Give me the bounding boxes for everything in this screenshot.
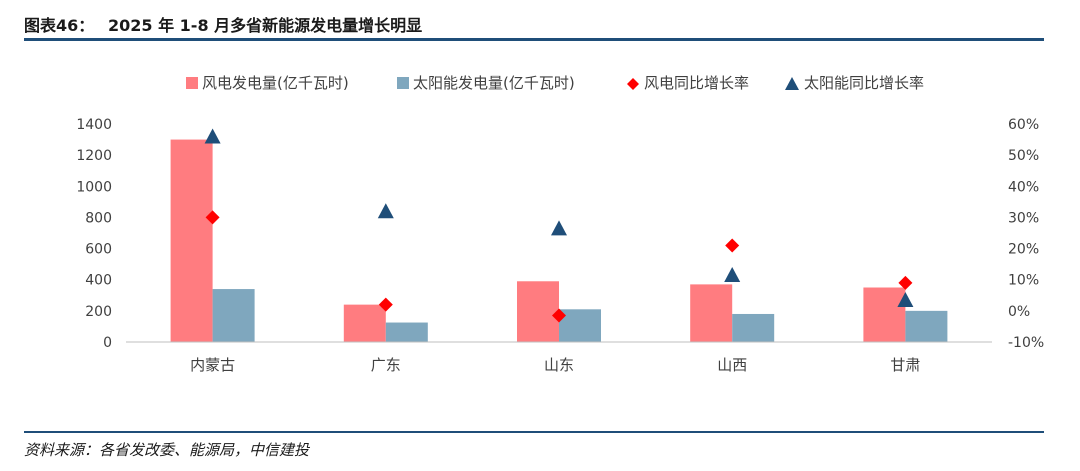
solar-generation-bar — [732, 313, 775, 342]
right-tick-label: -10% — [1008, 335, 1044, 351]
solar-generation-bar — [385, 322, 428, 342]
legend-wind-growth-marker — [627, 78, 639, 90]
left-tick-label: 1000 — [76, 179, 112, 195]
bars — [170, 139, 948, 342]
source-note: 资料来源：各省发改委、能源局，中信建投 — [24, 441, 310, 459]
legend-wind-growth-label: 风电同比增长率 — [644, 74, 749, 92]
solar-generation-bar — [212, 289, 255, 342]
solar-growth-marker — [551, 220, 567, 236]
wind-generation-bar — [690, 284, 733, 342]
markers — [204, 128, 914, 323]
category-label: 山东 — [544, 356, 574, 374]
top-rule — [24, 38, 1044, 41]
category-label: 甘肃 — [890, 356, 920, 374]
legend-solar-growth-marker — [785, 77, 799, 90]
left-tick-label: 400 — [85, 273, 112, 289]
left-tick-label: 0 — [103, 335, 112, 351]
wind-generation-bar — [517, 281, 559, 342]
title-bar: 图表46： 2025 年 1-8 月多省新能源发电量增长明显 — [24, 8, 1044, 36]
right-axis: -10% 0% 10% 20% 30% 40% 50% 60% — [1008, 117, 1044, 351]
right-tick-label: 50% — [1008, 148, 1039, 164]
right-tick-label: 30% — [1008, 210, 1039, 226]
wind-growth-marker — [725, 238, 740, 253]
wind-growth-marker — [552, 308, 566, 323]
legend-wind-bar-swatch — [186, 77, 198, 89]
legend-solar-bar-swatch — [397, 77, 409, 89]
left-axis: 0 200 400 600 800 1000 1200 1400 — [76, 117, 112, 351]
right-tick-label: 60% — [1008, 117, 1039, 133]
bottom-rule — [24, 431, 1044, 433]
legend-solar-growth-label: 太阳能同比增长率 — [804, 74, 924, 92]
right-tick-label: 10% — [1008, 273, 1039, 289]
wind-growth-marker — [898, 275, 913, 290]
x-axis: 内蒙古 广东 山东 山西 甘肃 — [126, 341, 992, 374]
left-tick-label: 1400 — [76, 117, 112, 133]
category-label: 山西 — [717, 356, 747, 374]
wind-generation-bar — [343, 304, 386, 342]
solar-growth-marker — [897, 291, 914, 307]
solar-generation-bar — [905, 310, 948, 342]
right-tick-label: 0% — [1008, 304, 1030, 320]
wind-growth-marker — [378, 297, 393, 312]
category-label: 内蒙古 — [190, 356, 235, 374]
legend-solar-bar-label: 太阳能发电量(亿千瓦时) — [413, 74, 575, 92]
chart-title: 2025 年 1-8 月多省新能源发电量增长明显 — [108, 16, 423, 35]
wind-growth-marker — [205, 210, 220, 225]
left-tick-label: 1200 — [76, 148, 112, 164]
legend: 风电发电量(亿千瓦时) 太阳能发电量(亿千瓦时) 风电同比增长率 太阳能同比增长率 — [186, 74, 924, 92]
category-label: 广东 — [371, 356, 401, 374]
left-tick-label: 800 — [85, 210, 112, 226]
right-tick-label: 40% — [1008, 179, 1039, 195]
left-tick-label: 600 — [85, 242, 112, 258]
combo-chart: 风电发电量(亿千瓦时) 太阳能发电量(亿千瓦时) 风电同比增长率 太阳能同比增长率 0… — [76, 74, 1044, 374]
right-tick-label: 20% — [1008, 242, 1039, 258]
figure-label: 图表46： — [24, 16, 95, 35]
legend-wind-bar-label: 风电发电量(亿千瓦时) — [202, 74, 349, 92]
left-tick-label: 200 — [85, 304, 112, 320]
solar-growth-marker — [377, 203, 394, 219]
solar-growth-marker — [724, 267, 741, 283]
wind-generation-bar — [863, 287, 906, 342]
wind-generation-bar — [170, 139, 213, 342]
solar-growth-marker — [204, 128, 221, 144]
solar-generation-bar — [559, 309, 601, 342]
